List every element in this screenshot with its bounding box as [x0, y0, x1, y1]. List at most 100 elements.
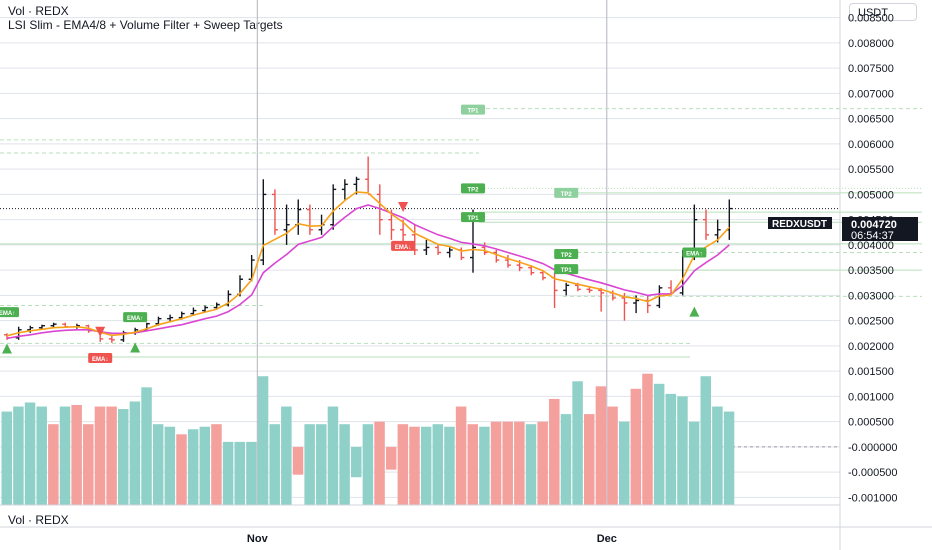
signal-tag-bg	[682, 247, 707, 258]
volume-bar	[141, 387, 152, 505]
candles	[4, 156, 733, 343]
volume-bar	[234, 441, 245, 505]
volume-bar	[653, 383, 665, 505]
y-tick-label: 0.001500	[848, 366, 894, 378]
currency-selector[interactable]: USDT	[849, 3, 917, 21]
volume-bar	[164, 426, 176, 505]
ema-fast-line	[6, 191, 730, 337]
signal-tag-label: EMA↑	[0, 311, 15, 317]
y-tick-label: 0.005000	[848, 189, 894, 201]
signal-tag-bg	[0, 307, 19, 318]
volume-bar	[292, 446, 304, 475]
price-axis[interactable]: 0.008500 0.008000 0.007500 0.007000 0.006500…	[839, 0, 898, 550]
volume-bar	[351, 446, 362, 478]
signal-tag-bg	[554, 187, 579, 198]
volume-bar	[502, 421, 513, 505]
volume-bar	[362, 424, 374, 505]
price-badge: REDXUSDT 0.004720 06:54:37	[768, 217, 918, 242]
price-badge-price: 0.004720	[851, 219, 897, 231]
x-tick-label: Dec	[597, 533, 617, 545]
y-tick-label: 0.008000	[848, 38, 894, 50]
signal-tag-label: EMA↓	[92, 357, 108, 363]
volume-bar	[13, 406, 24, 505]
signal-tag-label: TP2	[561, 192, 573, 198]
signal-tag-bg	[123, 312, 148, 323]
volume-bar	[246, 441, 257, 505]
signal-tag-label: EMA↑	[127, 316, 143, 322]
ema-lines	[6, 191, 730, 340]
volume-bar	[118, 409, 129, 505]
price-badge-countdown: 06:54:37	[851, 230, 894, 242]
volume-bar	[327, 406, 339, 505]
volume-bar	[199, 426, 211, 505]
signal-tag-label: EMA↑	[686, 252, 702, 258]
y-tick-label: 0.002000	[848, 341, 894, 353]
y-tick-label: 0.007000	[848, 88, 894, 100]
volume-bar	[269, 424, 280, 505]
volume-bar	[1, 411, 12, 505]
volume-bar	[176, 434, 187, 505]
signal-tag: EMA↑	[0, 307, 19, 317]
volume-bar	[723, 411, 735, 505]
volume-bar	[490, 421, 502, 505]
signal-tag: EMA↓	[88, 353, 113, 364]
volume-legend-title[interactable]: Vol · REDX	[8, 4, 69, 18]
volume-bar	[525, 424, 537, 505]
volume-bar	[59, 406, 71, 505]
y-tick-label: 0.000500	[848, 417, 894, 429]
signal-tag-bg	[554, 249, 579, 260]
y-tick-label: 0.006000	[848, 139, 894, 151]
indicator-legend-title[interactable]: LSI Slim - EMA4/8 + Volume Filter + Swee…	[8, 18, 283, 32]
volume-bar	[549, 398, 560, 505]
volume-bar	[444, 426, 455, 505]
volume-bar	[83, 424, 94, 505]
signal-tag-bg	[88, 353, 113, 364]
volume-bar	[385, 446, 397, 470]
volume-bars	[1, 373, 735, 505]
volume-bar	[24, 402, 36, 505]
volume-bar	[700, 376, 711, 505]
signal-tag: TP1	[461, 212, 485, 223]
y-tick-label: 0.003000	[848, 290, 894, 302]
volume-bar	[409, 426, 420, 505]
signal-tag-label: TP1	[467, 109, 479, 115]
arrow-down-icon	[95, 326, 106, 337]
volume-bar	[688, 421, 700, 505]
signal-tag-label: EMA↓	[395, 245, 411, 251]
signal-tag-bg	[461, 104, 485, 115]
ema-slow-line	[6, 204, 730, 340]
signal-tag-label: TP1	[467, 216, 479, 222]
volume-bar	[374, 421, 385, 505]
signal-tag-bg	[461, 212, 485, 223]
time-axis[interactable]: Nov Dec	[0, 504, 932, 545]
y-tick-label: 0.002500	[848, 316, 894, 328]
volume-bar	[560, 414, 572, 505]
arrow-up-icon	[130, 342, 141, 353]
volume-bar	[48, 424, 59, 505]
signal-tag: TP2	[554, 187, 579, 198]
volume-bar	[106, 406, 117, 505]
price-badge-bg	[768, 217, 832, 229]
signal-tag: EMA↑	[682, 247, 707, 258]
volume-bar	[211, 424, 222, 505]
signal-tag-bg	[391, 240, 416, 251]
y-tick-label: 0.004000	[848, 240, 894, 252]
volume-bar	[572, 381, 583, 505]
volume-bar	[455, 406, 467, 505]
signal-markers: TP1 TP2 TP1 TP2 TP2 TP1 EMA↑ EMA↑ EMA↓ EMA↓ EMA↑	[0, 104, 707, 364]
signal-tag: TP1	[461, 104, 485, 115]
arrow-up-icon	[2, 343, 12, 354]
volume-bar	[642, 373, 653, 505]
y-tick-label: -0.001000	[848, 492, 898, 504]
signal-tag-bg	[554, 264, 579, 275]
volume-pane-legend[interactable]: Vol · REDX	[8, 513, 69, 527]
signal-tag: EMA↑	[123, 312, 148, 323]
y-tick-label: 0.005500	[848, 164, 894, 176]
y-tick-label: 0.003500	[848, 265, 894, 277]
volume-bar	[712, 406, 723, 505]
price-badge-symbol: REDXUSDT	[772, 219, 827, 230]
price-badge-value-bg	[842, 217, 918, 241]
signal-tag: TP2	[461, 183, 485, 194]
